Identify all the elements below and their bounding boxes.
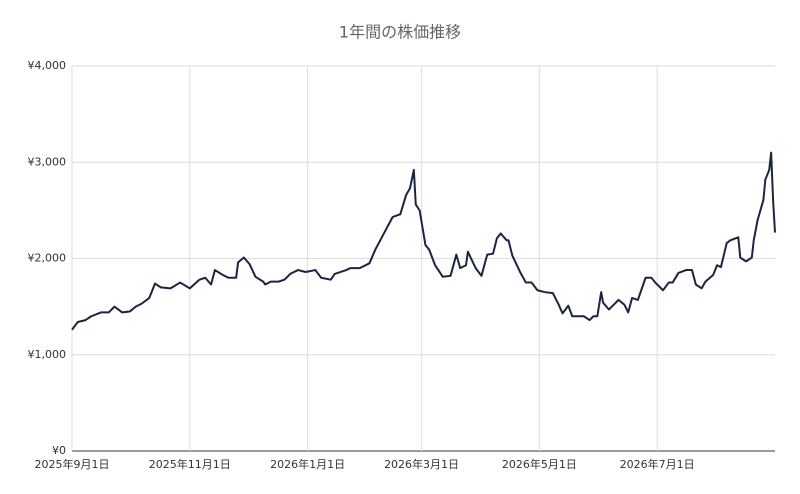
x-tick-label: 2026年5月1日 [502, 457, 577, 471]
x-tick-label: 2025年9月1日 [35, 457, 110, 471]
chart-title: 1年間の株価推移 [339, 23, 461, 42]
y-tick-label: ¥0 [52, 444, 66, 457]
y-tick-label: ¥2,000 [28, 252, 67, 265]
y-tick-label: ¥1,000 [28, 348, 67, 361]
x-tick-label: 2026年1月1日 [270, 457, 345, 471]
y-tick-label: ¥3,000 [28, 155, 67, 168]
line [71, 151, 776, 331]
x-tick-label: 2025年11月1日 [149, 457, 231, 471]
x-tick-label: 2026年7月1日 [620, 457, 695, 471]
y-tick-label: ¥4,000 [28, 59, 67, 72]
x-tick-label: 2026年3月1日 [384, 457, 459, 471]
